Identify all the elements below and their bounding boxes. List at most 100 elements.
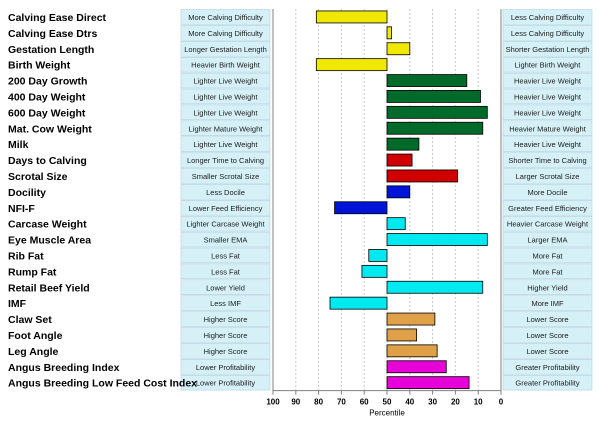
left-descriptor: Lighter Live Weight bbox=[193, 92, 258, 101]
left-descriptor: Lower Yield bbox=[206, 283, 245, 292]
right-descriptor: Lower Score bbox=[526, 347, 568, 356]
bar bbox=[386, 26, 392, 40]
bar bbox=[386, 105, 488, 119]
bar bbox=[386, 376, 470, 390]
bar bbox=[386, 169, 459, 183]
right-descriptor: More Fat bbox=[532, 267, 563, 276]
trait-label: Calving Ease Dtrs bbox=[8, 28, 97, 40]
right-descriptor: Larger EMA bbox=[527, 236, 567, 245]
left-descriptor: Higher Score bbox=[204, 331, 248, 340]
right-label-cell bbox=[502, 200, 593, 216]
right-descriptor: Heavier Live Weight bbox=[514, 77, 582, 86]
bar bbox=[361, 264, 388, 278]
right-label-cell bbox=[502, 88, 593, 105]
bar bbox=[386, 328, 418, 342]
bar bbox=[368, 249, 388, 262]
left-label-cell bbox=[180, 374, 271, 391]
trait-label: Mat. Cow Weight bbox=[8, 123, 92, 135]
left-descriptor: Lower Profitability bbox=[196, 363, 255, 372]
left-descriptor: Higher Score bbox=[204, 347, 248, 356]
left-label-cell bbox=[180, 25, 271, 41]
left-label-cell bbox=[180, 327, 271, 343]
left-label-cell bbox=[180, 120, 271, 136]
trait-label: 600 Day Weight bbox=[8, 107, 86, 119]
left-descriptor: Lighter Mature Weight bbox=[189, 124, 264, 133]
trait-label: Claw Set bbox=[8, 314, 52, 326]
right-descriptor: More Docile bbox=[527, 188, 567, 197]
left-label-cell bbox=[180, 184, 271, 200]
tick-label: 20 bbox=[451, 398, 460, 407]
left-descriptor: Less IMF bbox=[210, 299, 241, 308]
trait-label: 200 Day Growth bbox=[8, 76, 87, 88]
right-label-cell bbox=[502, 152, 593, 168]
trait-label: Carcase Weight bbox=[8, 219, 87, 231]
trait-label: Milk bbox=[8, 139, 29, 151]
left-label-cell bbox=[180, 311, 271, 327]
right-label-cell bbox=[502, 231, 593, 248]
left-descriptor: Lower Feed Efficiency bbox=[189, 204, 263, 213]
x-axis-title: Percentile bbox=[369, 409, 405, 418]
right-descriptor: More Fat bbox=[532, 251, 563, 260]
left-descriptor: Less Docile bbox=[206, 188, 245, 197]
left-descriptor: Higher Score bbox=[204, 315, 248, 324]
tick-label: 10 bbox=[474, 398, 483, 407]
right-label-cell bbox=[502, 120, 593, 136]
tick-label: 0 bbox=[499, 398, 504, 407]
bars bbox=[315, 10, 488, 390]
tick-label: 80 bbox=[314, 398, 323, 407]
bar bbox=[386, 344, 438, 358]
left-descriptor: Lighter Live Weight bbox=[193, 140, 258, 149]
left-label-cell bbox=[180, 231, 271, 248]
right-label-cell bbox=[502, 104, 593, 121]
right-descriptor: Less Calving Difficulty bbox=[511, 13, 584, 22]
right-descriptor: Lighter Birth Weight bbox=[515, 61, 582, 70]
bar bbox=[386, 90, 481, 103]
bar bbox=[386, 42, 411, 56]
right-label-cell bbox=[502, 247, 593, 264]
left-label-cell bbox=[180, 295, 271, 311]
trait-label: IMF bbox=[8, 298, 27, 310]
left-descriptor: Lighter Live Weight bbox=[193, 77, 258, 86]
left-label-cell bbox=[180, 263, 271, 280]
bar bbox=[386, 74, 468, 87]
left-descriptor: Lighter Carcase Weight bbox=[186, 220, 265, 229]
bar bbox=[386, 185, 411, 199]
right-label-cell bbox=[502, 374, 593, 391]
right-descriptor: Shorter Time to Calving bbox=[508, 156, 586, 165]
left-descriptor: Longer Gestation Length bbox=[184, 45, 267, 54]
right-label-cell bbox=[502, 25, 593, 41]
right-label-cell bbox=[502, 359, 593, 375]
left-label-cell bbox=[180, 9, 271, 25]
trait-label: Gestation Length bbox=[8, 44, 94, 56]
left-label-cell bbox=[180, 136, 271, 152]
right-label-cell bbox=[502, 311, 593, 327]
right-descriptor: Larger Scrotal Size bbox=[516, 172, 580, 181]
trait-label: Angus Breeding Low Feed Cost Index bbox=[8, 378, 197, 390]
tick-label: 30 bbox=[428, 398, 437, 407]
bar bbox=[386, 233, 488, 246]
bar bbox=[329, 296, 388, 310]
right-label-cell bbox=[502, 215, 593, 232]
left-label-cell bbox=[180, 88, 271, 105]
trait-label: Angus Breeding Index bbox=[8, 362, 120, 374]
left-descriptor: Smaller Scrotal Size bbox=[192, 172, 260, 181]
label-panels bbox=[180, 9, 593, 391]
right-descriptor: Shorter Gestation Length bbox=[506, 45, 590, 54]
left-label-cell bbox=[180, 168, 271, 184]
trait-label: Foot Angle bbox=[8, 330, 63, 342]
trait-label: Birth Weight bbox=[8, 60, 71, 72]
bar bbox=[386, 280, 484, 294]
left-label-cell bbox=[180, 200, 271, 216]
right-descriptor: Less Calving Difficulty bbox=[511, 29, 584, 38]
trait-label: Retail Beef Yield bbox=[8, 282, 90, 294]
right-label-cell bbox=[502, 327, 593, 343]
right-descriptor: Heavier Live Weight bbox=[514, 92, 582, 101]
right-descriptor: Greater Feed Efficiency bbox=[508, 204, 587, 213]
right-label-cell bbox=[502, 295, 593, 311]
bar bbox=[334, 201, 388, 215]
left-descriptor: Lighter Live Weight bbox=[193, 108, 258, 117]
trait-label: Days to Calving bbox=[8, 155, 87, 167]
bar bbox=[386, 360, 447, 374]
